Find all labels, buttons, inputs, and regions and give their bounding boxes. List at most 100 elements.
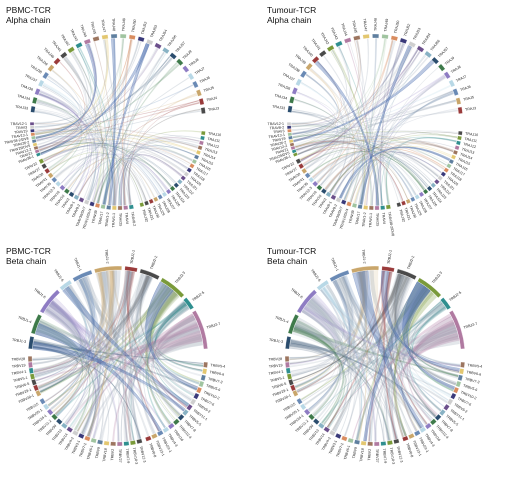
chord-ribbon [333,271,367,433]
chord-ribbon [35,131,193,161]
chord-ribbon [327,277,356,429]
chord-ribbon [146,291,180,420]
chord-ribbon [334,51,421,196]
segment-arc [182,65,190,73]
segment-label: TRAJ52 [140,21,147,35]
segment-arc [53,57,61,66]
chord-ribbon [63,51,165,187]
chord-ribbon [293,326,346,428]
chord-ribbon [406,316,455,422]
chord-ribbon [309,151,425,191]
chord-ribbon [35,131,188,170]
segment-label: TRAV38-2/DV8 [4,137,29,145]
chord-ribbon [356,306,447,440]
chord-ribbon [48,276,154,407]
chord-ribbon-highlight [102,43,150,205]
segment-arc [443,71,451,80]
chord-ribbon [296,142,403,202]
segment-arc [452,88,459,96]
segment-arc [35,389,42,397]
segment-arc [448,310,465,350]
chord-ribbon [43,39,132,162]
chord-ribbon [308,288,346,412]
segment-arc [424,422,432,430]
segment-arc [299,70,308,79]
chord-ribbon [34,123,141,203]
chord-ribbon [36,43,97,142]
panel-title: Tumour-TCR [267,5,317,15]
segment-label: TRBV15 [26,402,40,412]
segment-label: TRBV7-2 [79,442,88,457]
chord-ribbon [296,131,458,151]
segment-label: TRAJ30 [151,205,160,219]
chord-ribbon [336,278,389,441]
segment-arc [346,201,352,207]
chord-ribbon [403,285,441,412]
segment-labels: TRAJ33TRAJ34TRAJ36TRAJ37TRAJ38TRAJ39TRAJ… [267,18,478,236]
segment-arc [117,441,123,447]
chord-ribbon [292,327,345,426]
chord-ribbon [321,46,414,188]
segment-label: TRBJ1-6 [310,269,322,283]
segment-label: TRBJ1-2 [104,249,110,264]
segment-arc [287,132,293,137]
chord-ribbon [37,323,91,431]
panel-title: PBMC-TCR [6,246,51,256]
segment-label: TRAV38-1 [275,155,292,165]
segment-arc [422,188,429,195]
chord-ribbon [115,140,199,206]
chord-ribbon [390,275,411,437]
segment-label: TRAV41 [292,177,305,188]
segment-arc [454,145,460,151]
chord-ribbon [32,346,97,437]
chord-ribbon [407,290,459,378]
segment-arc [67,46,75,54]
chord-ribbon [306,298,398,439]
segment-arc [33,145,39,151]
chord-ribbon [368,270,461,367]
segment-label: TRBV14 [58,433,69,447]
chord-ribbon [123,154,183,206]
chord-ribbon [40,285,169,394]
chord-ribbon [56,278,96,417]
segment-labels: TRBJ1-3 TRBJ1-4 TRBJ1-5 TRBJ1-6 TRBJ1-1 TRBJ1… [268,249,482,464]
chord-ribbon [297,136,454,155]
segment-arc [329,269,350,282]
chord-ribbon [146,288,182,416]
chord-ribbon [406,286,459,378]
segment-arc [186,403,193,411]
segment-label: TRAV12-2 [15,147,32,156]
segment-arc [191,158,198,165]
segment-label: TRBV20-1 [18,394,35,405]
segment-arc [198,97,205,106]
chord-ribbon [291,123,417,196]
chord-ribbon [354,141,455,204]
chord-ribbon [395,276,437,418]
segment-label: TRAJ42 [320,32,330,45]
segment-arc [167,422,175,430]
chord-ribbon [371,137,457,206]
chord-ribbon [294,98,372,206]
segment-label: TRAV2 [61,197,70,209]
chord-ribbon [95,272,150,437]
segment-label: TRAJ53 [150,25,159,39]
segment-arc [199,135,205,141]
chord-ribbon [118,141,198,206]
segment-arc [457,130,463,136]
chord-ribbon [321,287,362,440]
chord-ribbon [289,270,368,361]
chord-ribbon [124,270,140,440]
chord-ribbon [296,317,361,440]
chord-ribbon [42,84,97,201]
chord-ribbon [351,313,452,439]
chord-ribbon [86,271,134,437]
chord-ribbon [358,271,396,440]
chord-ribbon [292,273,402,382]
chord-ribbon [54,153,159,196]
segment-label: TRAV9-2 [71,204,81,219]
segment-arc [311,55,320,64]
segment-label: TRAJ31 [403,207,411,221]
segment-label: TRBV29-1 [272,388,289,398]
segment-label: TRAV25 [118,213,122,226]
segment-arc [284,356,290,362]
